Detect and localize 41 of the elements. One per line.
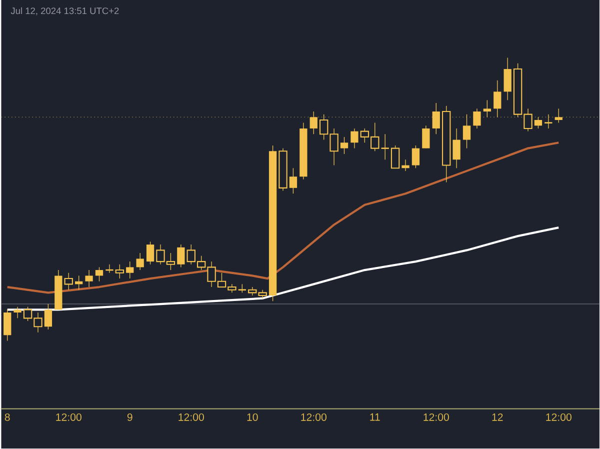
candlestick	[310, 111, 318, 135]
candlestick	[177, 244, 185, 268]
candlestick	[340, 136, 348, 154]
candlestick	[544, 114, 553, 129]
candlestick	[85, 270, 93, 288]
x-tick-label: 11	[370, 414, 380, 421]
candlestick	[402, 159, 410, 172]
candlestick	[289, 168, 298, 194]
candlestick	[64, 272, 73, 290]
candlestick	[350, 128, 358, 149]
candlestick	[432, 102, 440, 135]
x-tick-label: 10	[247, 414, 258, 422]
candlestick	[422, 125, 430, 149]
candlestick	[494, 80, 502, 118]
x-tick-label: 9	[127, 414, 132, 422]
candlestick	[412, 145, 420, 169]
candlestick	[44, 304, 52, 330]
x-tick-label: 12:00	[424, 414, 449, 422]
text: Jul 12, 2024 13:51 UTC+2	[10, 7, 119, 16]
candlestick	[473, 108, 481, 129]
candlestick	[534, 116, 542, 129]
candlestick	[390, 145, 400, 169]
candlestick	[462, 114, 471, 149]
x-tick-label: 12:00	[178, 414, 204, 422]
candlestick	[4, 309, 12, 342]
candlestick	[452, 128, 460, 169]
x-tick-label: 12	[492, 414, 503, 421]
candlestick	[136, 252, 144, 271]
candlestick	[146, 242, 154, 265]
x-tick-label: 12:00	[56, 414, 82, 422]
candlestick	[14, 306, 22, 319]
candlestick	[115, 264, 124, 280]
x-tick-label: 12:00	[301, 414, 326, 422]
candlestick	[483, 100, 492, 118]
candlestick	[554, 108, 562, 124]
candlestick	[126, 261, 134, 280]
x-tick-label: 8	[4, 414, 10, 422]
candlestick	[380, 134, 390, 160]
candlestick	[504, 58, 512, 101]
candlestick	[95, 267, 104, 282]
x-tick-label: 12:00	[546, 414, 572, 422]
